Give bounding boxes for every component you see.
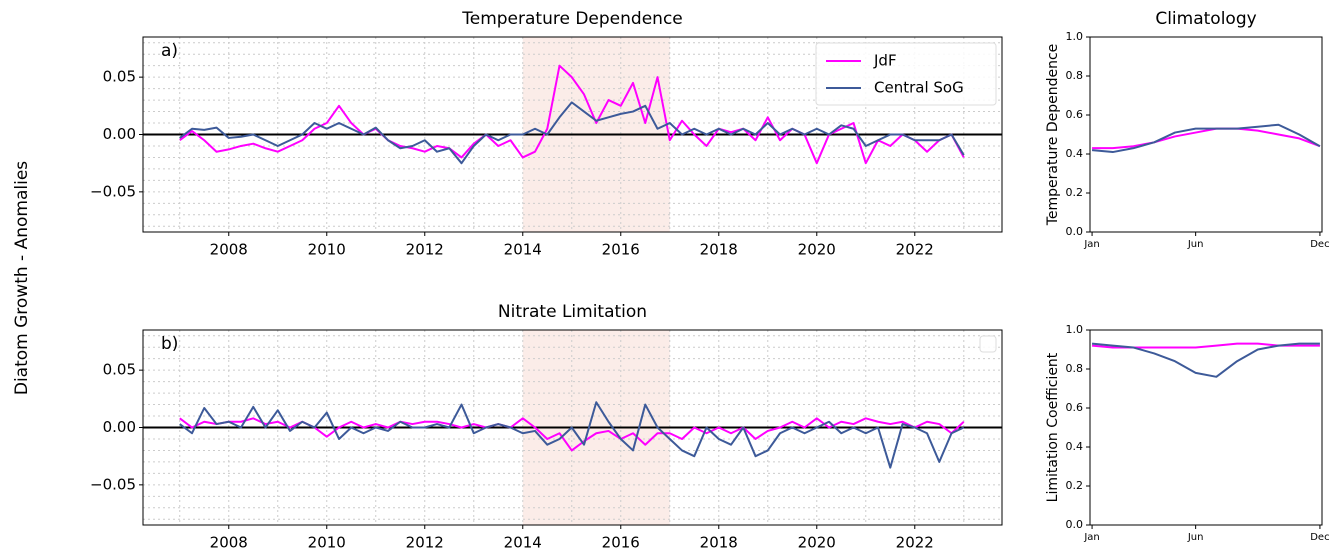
y-tick-label: −0.05 — [90, 475, 136, 493]
x-tick-label: 2022 — [896, 241, 934, 259]
x-tick-label: 2016 — [602, 241, 640, 259]
x-tick-label: 2012 — [406, 534, 444, 552]
chart-title: Climatology — [1155, 9, 1256, 29]
series-line — [1091, 123, 1321, 154]
legend-box — [979, 335, 997, 353]
x-tick-label: Jan — [1083, 239, 1099, 250]
x-tick-label: 2008 — [210, 241, 248, 259]
x-tick-label: Jan — [1083, 532, 1099, 543]
x-tick-label: 2022 — [896, 534, 934, 552]
series-line — [179, 101, 965, 165]
x-tick-label: 2012 — [406, 241, 444, 259]
y-tick-label: 0.4 — [1066, 147, 1084, 160]
axes-frame — [142, 36, 1003, 233]
legend-label: JdF — [873, 52, 897, 70]
y-axis-label: Temperature Dependence — [1045, 44, 1061, 227]
x-tick-label: 2014 — [504, 241, 542, 259]
chart-title: Temperature Dependence — [461, 9, 683, 29]
y-tick-label: 0.00 — [103, 418, 136, 436]
x-tick-label: 2020 — [798, 241, 836, 259]
y-tick-label: 0.2 — [1066, 186, 1084, 199]
y-tick-label: 0.05 — [103, 361, 136, 379]
x-tick-label: 2020 — [798, 534, 836, 552]
x-tick-label: 2016 — [602, 534, 640, 552]
x-tick-label: Dec — [1310, 532, 1329, 543]
y-tick-label: 0.6 — [1066, 108, 1084, 121]
y-tick-label: 0.05 — [103, 68, 136, 86]
x-tick-label: 2010 — [308, 534, 346, 552]
x-tick-label: Jun — [1187, 532, 1204, 543]
y-tick-label: 1.0 — [1066, 323, 1084, 336]
chart-title: Nitrate Limitation — [498, 302, 647, 322]
x-tick-label: Dec — [1310, 239, 1329, 250]
y-tick-label: 0.0 — [1066, 518, 1084, 531]
y-tick-label: 0.2 — [1066, 479, 1084, 492]
series-line — [1091, 342, 1320, 378]
x-tick-label: Jun — [1187, 239, 1204, 250]
panel-label: b) — [161, 334, 178, 354]
x-tick-label: 2008 — [210, 534, 248, 552]
legend-label: Central SoG — [874, 79, 964, 97]
y-tick-label: −0.05 — [90, 182, 136, 200]
figure-y-label: Diatom Growth - Anomalies — [12, 161, 32, 395]
y-tick-label: 0.8 — [1066, 69, 1084, 82]
axes-frame — [1089, 329, 1323, 526]
x-tick-label: 2018 — [700, 241, 738, 259]
panel-label: a) — [161, 41, 178, 61]
y-axis-label: Limitation Coefficient — [1045, 352, 1061, 502]
x-tick-label: 2018 — [700, 534, 738, 552]
series-line — [179, 401, 965, 469]
y-tick-label: 1.0 — [1066, 30, 1084, 43]
axes-frame — [1089, 36, 1323, 233]
y-tick-label: 0.4 — [1066, 440, 1084, 453]
y-tick-label: 0.0 — [1066, 225, 1084, 238]
x-tick-label: 2010 — [308, 241, 346, 259]
legend-box — [815, 42, 997, 106]
y-tick-label: 0.6 — [1066, 401, 1084, 414]
x-tick-label: 2014 — [504, 534, 542, 552]
series-line — [1092, 127, 1321, 150]
axes-frame — [142, 329, 1003, 526]
y-tick-label: 0.00 — [103, 125, 136, 143]
y-tick-label: 0.8 — [1066, 362, 1084, 375]
